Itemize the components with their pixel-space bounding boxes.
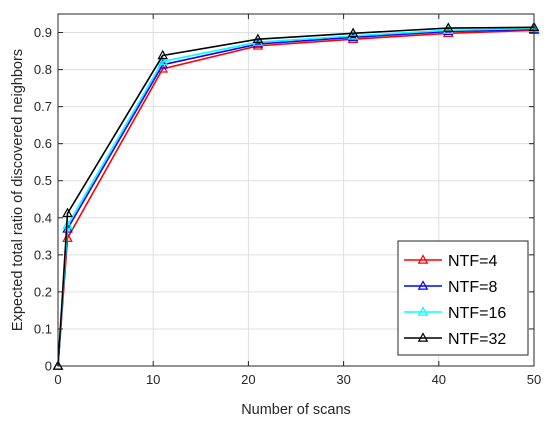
data-point: [252, 36, 264, 46]
legend-label: NTF=8: [448, 279, 497, 296]
y-tick-label: 0.7: [34, 99, 52, 114]
data-point: [157, 55, 169, 66]
y-tick-label: 0: [45, 359, 52, 374]
y-tick-label: 0.6: [34, 136, 52, 151]
data-point: [52, 360, 64, 370]
series-line: [57, 26, 535, 367]
x-axis-label: Number of scans: [241, 402, 351, 418]
x-tick-label: 40: [432, 372, 446, 387]
data-point: [62, 207, 73, 218]
legend-entry: NTF=32: [404, 331, 506, 348]
axis-ticks: 0 10 20 30 40 50 0 0.1 0.2 0.3 0.4 0.5 0.6 0.7 0.8 0.9: [34, 14, 541, 387]
legend-marker: [417, 280, 429, 290]
data-point: [443, 24, 454, 35]
data-point: [443, 22, 454, 32]
y-tick-label: 0.3: [34, 247, 52, 262]
plot-frame: [57, 13, 535, 367]
legend-entry: NTF=16: [404, 305, 506, 322]
x-tick-label: 30: [336, 372, 350, 387]
legend-label: NTF=32: [448, 331, 506, 348]
data-point: [347, 27, 359, 38]
x-tick-label: 50: [527, 372, 541, 387]
data-point: [157, 49, 169, 60]
legend-entry: NTF=4: [404, 253, 497, 270]
y-axis-label: Expected total ratio of discovered neigh…: [10, 49, 26, 331]
legend-marker: [417, 332, 429, 342]
y-tick-label: 0.8: [34, 62, 52, 77]
legend-label: NTF=4: [448, 253, 497, 270]
y-tick-label: 0.2: [34, 284, 52, 299]
legend: NTF=4 NTF=8 NTF=16 NTF=32: [397, 240, 529, 356]
series-layer: [52, 21, 540, 370]
x-tick-label: 0: [54, 372, 61, 387]
legend-marker: [417, 254, 429, 264]
y-tick-label: 0.4: [34, 210, 52, 225]
y-tick-label: 0.5: [34, 173, 52, 188]
legend-marker: [417, 306, 429, 316]
data-point: [347, 30, 359, 40]
y-tick-label: 0.9: [34, 25, 52, 40]
y-tick-label: 0.1: [34, 321, 52, 336]
x-tick-label: 20: [241, 372, 255, 387]
data-point: [62, 219, 73, 229]
legend-entry: NTF=8: [404, 279, 497, 296]
x-tick-label: 10: [146, 372, 160, 387]
data-point: [252, 33, 264, 43]
data-point: [443, 27, 454, 38]
legend-label: NTF=16: [448, 305, 506, 322]
